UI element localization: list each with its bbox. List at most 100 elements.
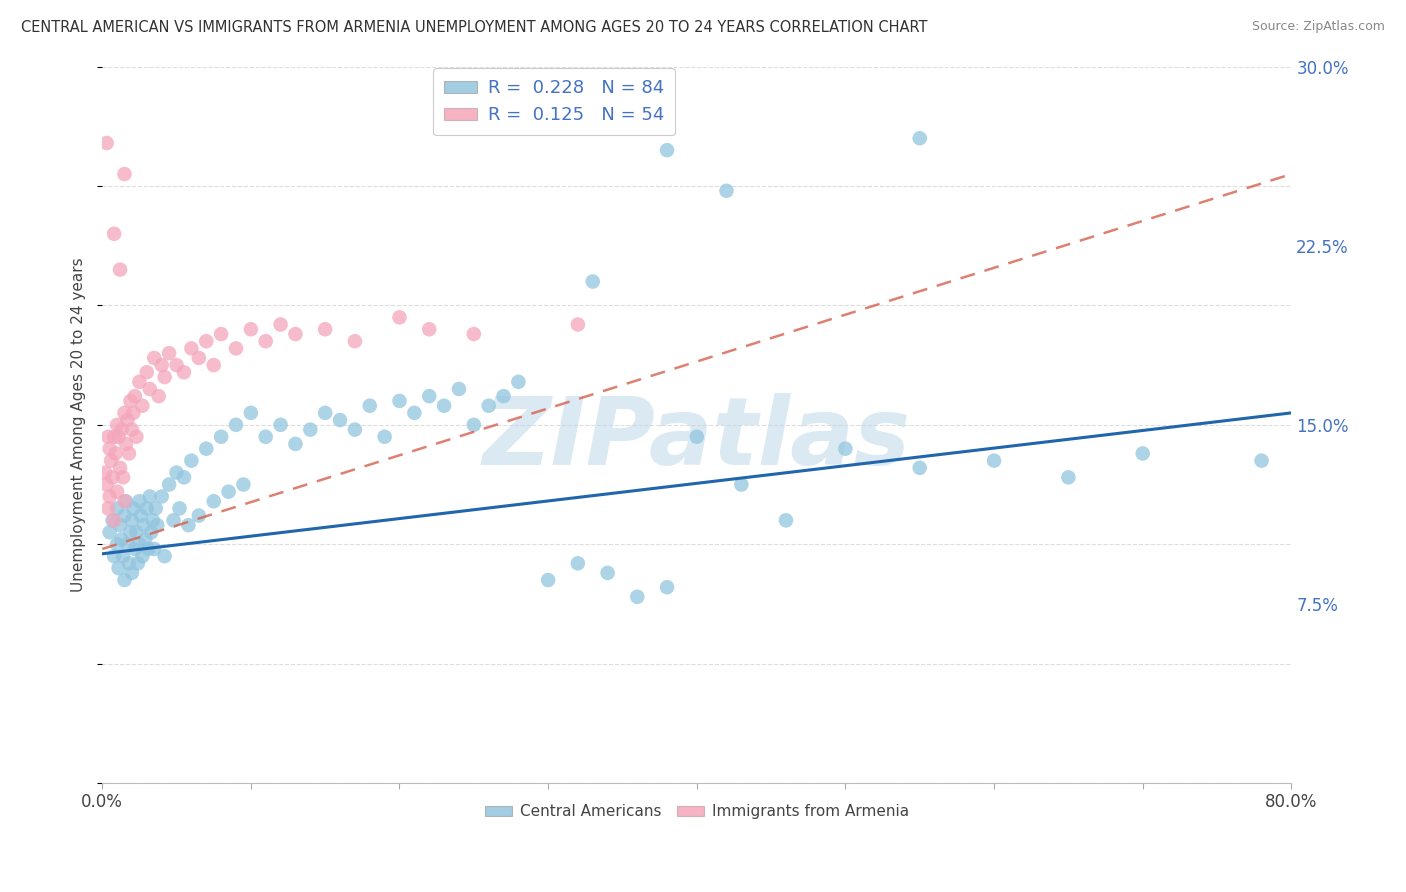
Point — [374, 430, 396, 444]
Point — [105, 417, 128, 432]
Point — [135, 501, 157, 516]
Point — [343, 334, 366, 349]
Point — [567, 318, 589, 332]
Point — [115, 437, 138, 451]
Point — [128, 537, 150, 551]
Y-axis label: Unemployment Among Ages 20 to 24 years: Unemployment Among Ages 20 to 24 years — [72, 258, 86, 592]
Point — [98, 442, 121, 456]
Point — [1057, 470, 1080, 484]
Point — [128, 375, 150, 389]
Point — [1132, 446, 1154, 460]
Point — [166, 358, 188, 372]
Point — [225, 417, 247, 432]
Point — [834, 442, 856, 456]
Point — [107, 430, 129, 444]
Point — [143, 351, 166, 365]
Point — [139, 490, 162, 504]
Point — [187, 508, 209, 523]
Point — [1250, 453, 1272, 467]
Point — [202, 358, 225, 372]
Point — [117, 413, 139, 427]
Text: CENTRAL AMERICAN VS IMMIGRANTS FROM ARMENIA UNEMPLOYMENT AMONG AGES 20 TO 24 YEA: CENTRAL AMERICAN VS IMMIGRANTS FROM ARME… — [21, 20, 928, 35]
Point — [447, 382, 470, 396]
Point — [101, 513, 124, 527]
Text: ZIPatlas: ZIPatlas — [482, 393, 911, 485]
Point — [225, 342, 247, 356]
Point — [114, 494, 136, 508]
Point — [388, 393, 411, 408]
Point — [655, 143, 678, 157]
Point — [404, 406, 426, 420]
Point — [103, 549, 125, 564]
Point — [125, 430, 148, 444]
Point — [114, 508, 136, 523]
Point — [135, 365, 157, 379]
Point — [157, 346, 180, 360]
Point — [96, 477, 118, 491]
Point — [142, 513, 165, 527]
Point — [105, 501, 128, 516]
Point — [121, 566, 143, 580]
Point — [103, 513, 125, 527]
Point — [153, 549, 176, 564]
Text: Source: ZipAtlas.com: Source: ZipAtlas.com — [1251, 20, 1385, 33]
Point — [143, 541, 166, 556]
Point — [388, 310, 411, 325]
Point — [94, 466, 117, 480]
Point — [270, 318, 292, 332]
Point — [655, 580, 678, 594]
Point — [141, 525, 163, 540]
Point — [148, 389, 170, 403]
Point — [105, 484, 128, 499]
Point — [118, 446, 141, 460]
Point — [567, 557, 589, 571]
Point — [180, 453, 202, 467]
Point — [97, 501, 120, 516]
Point — [716, 184, 738, 198]
Point — [98, 490, 121, 504]
Point — [433, 399, 456, 413]
Point — [775, 513, 797, 527]
Point — [150, 490, 173, 504]
Legend: Central Americans, Immigrants from Armenia: Central Americans, Immigrants from Armen… — [478, 798, 915, 826]
Point — [115, 494, 138, 508]
Point — [596, 566, 619, 580]
Point — [131, 399, 153, 413]
Point — [169, 501, 191, 516]
Point — [146, 518, 169, 533]
Point — [478, 399, 501, 413]
Point — [284, 437, 307, 451]
Point — [132, 518, 155, 533]
Point — [418, 322, 440, 336]
Point — [108, 262, 131, 277]
Point — [122, 501, 145, 516]
Point — [98, 525, 121, 540]
Point — [108, 460, 131, 475]
Point — [232, 477, 254, 491]
Point — [111, 470, 134, 484]
Point — [254, 334, 277, 349]
Point — [202, 494, 225, 508]
Point — [180, 342, 202, 356]
Point — [492, 389, 515, 403]
Point — [114, 406, 136, 420]
Point — [582, 275, 605, 289]
Point — [209, 327, 232, 342]
Point — [730, 477, 752, 491]
Point — [118, 557, 141, 571]
Point — [120, 525, 142, 540]
Point — [343, 423, 366, 437]
Point — [129, 508, 152, 523]
Point — [110, 423, 132, 437]
Point — [329, 413, 352, 427]
Point — [908, 460, 931, 475]
Point — [239, 322, 262, 336]
Point — [270, 417, 292, 432]
Point — [117, 537, 139, 551]
Point — [104, 446, 127, 460]
Point — [114, 167, 136, 181]
Point — [127, 557, 149, 571]
Point — [157, 477, 180, 491]
Point — [254, 430, 277, 444]
Point — [124, 541, 146, 556]
